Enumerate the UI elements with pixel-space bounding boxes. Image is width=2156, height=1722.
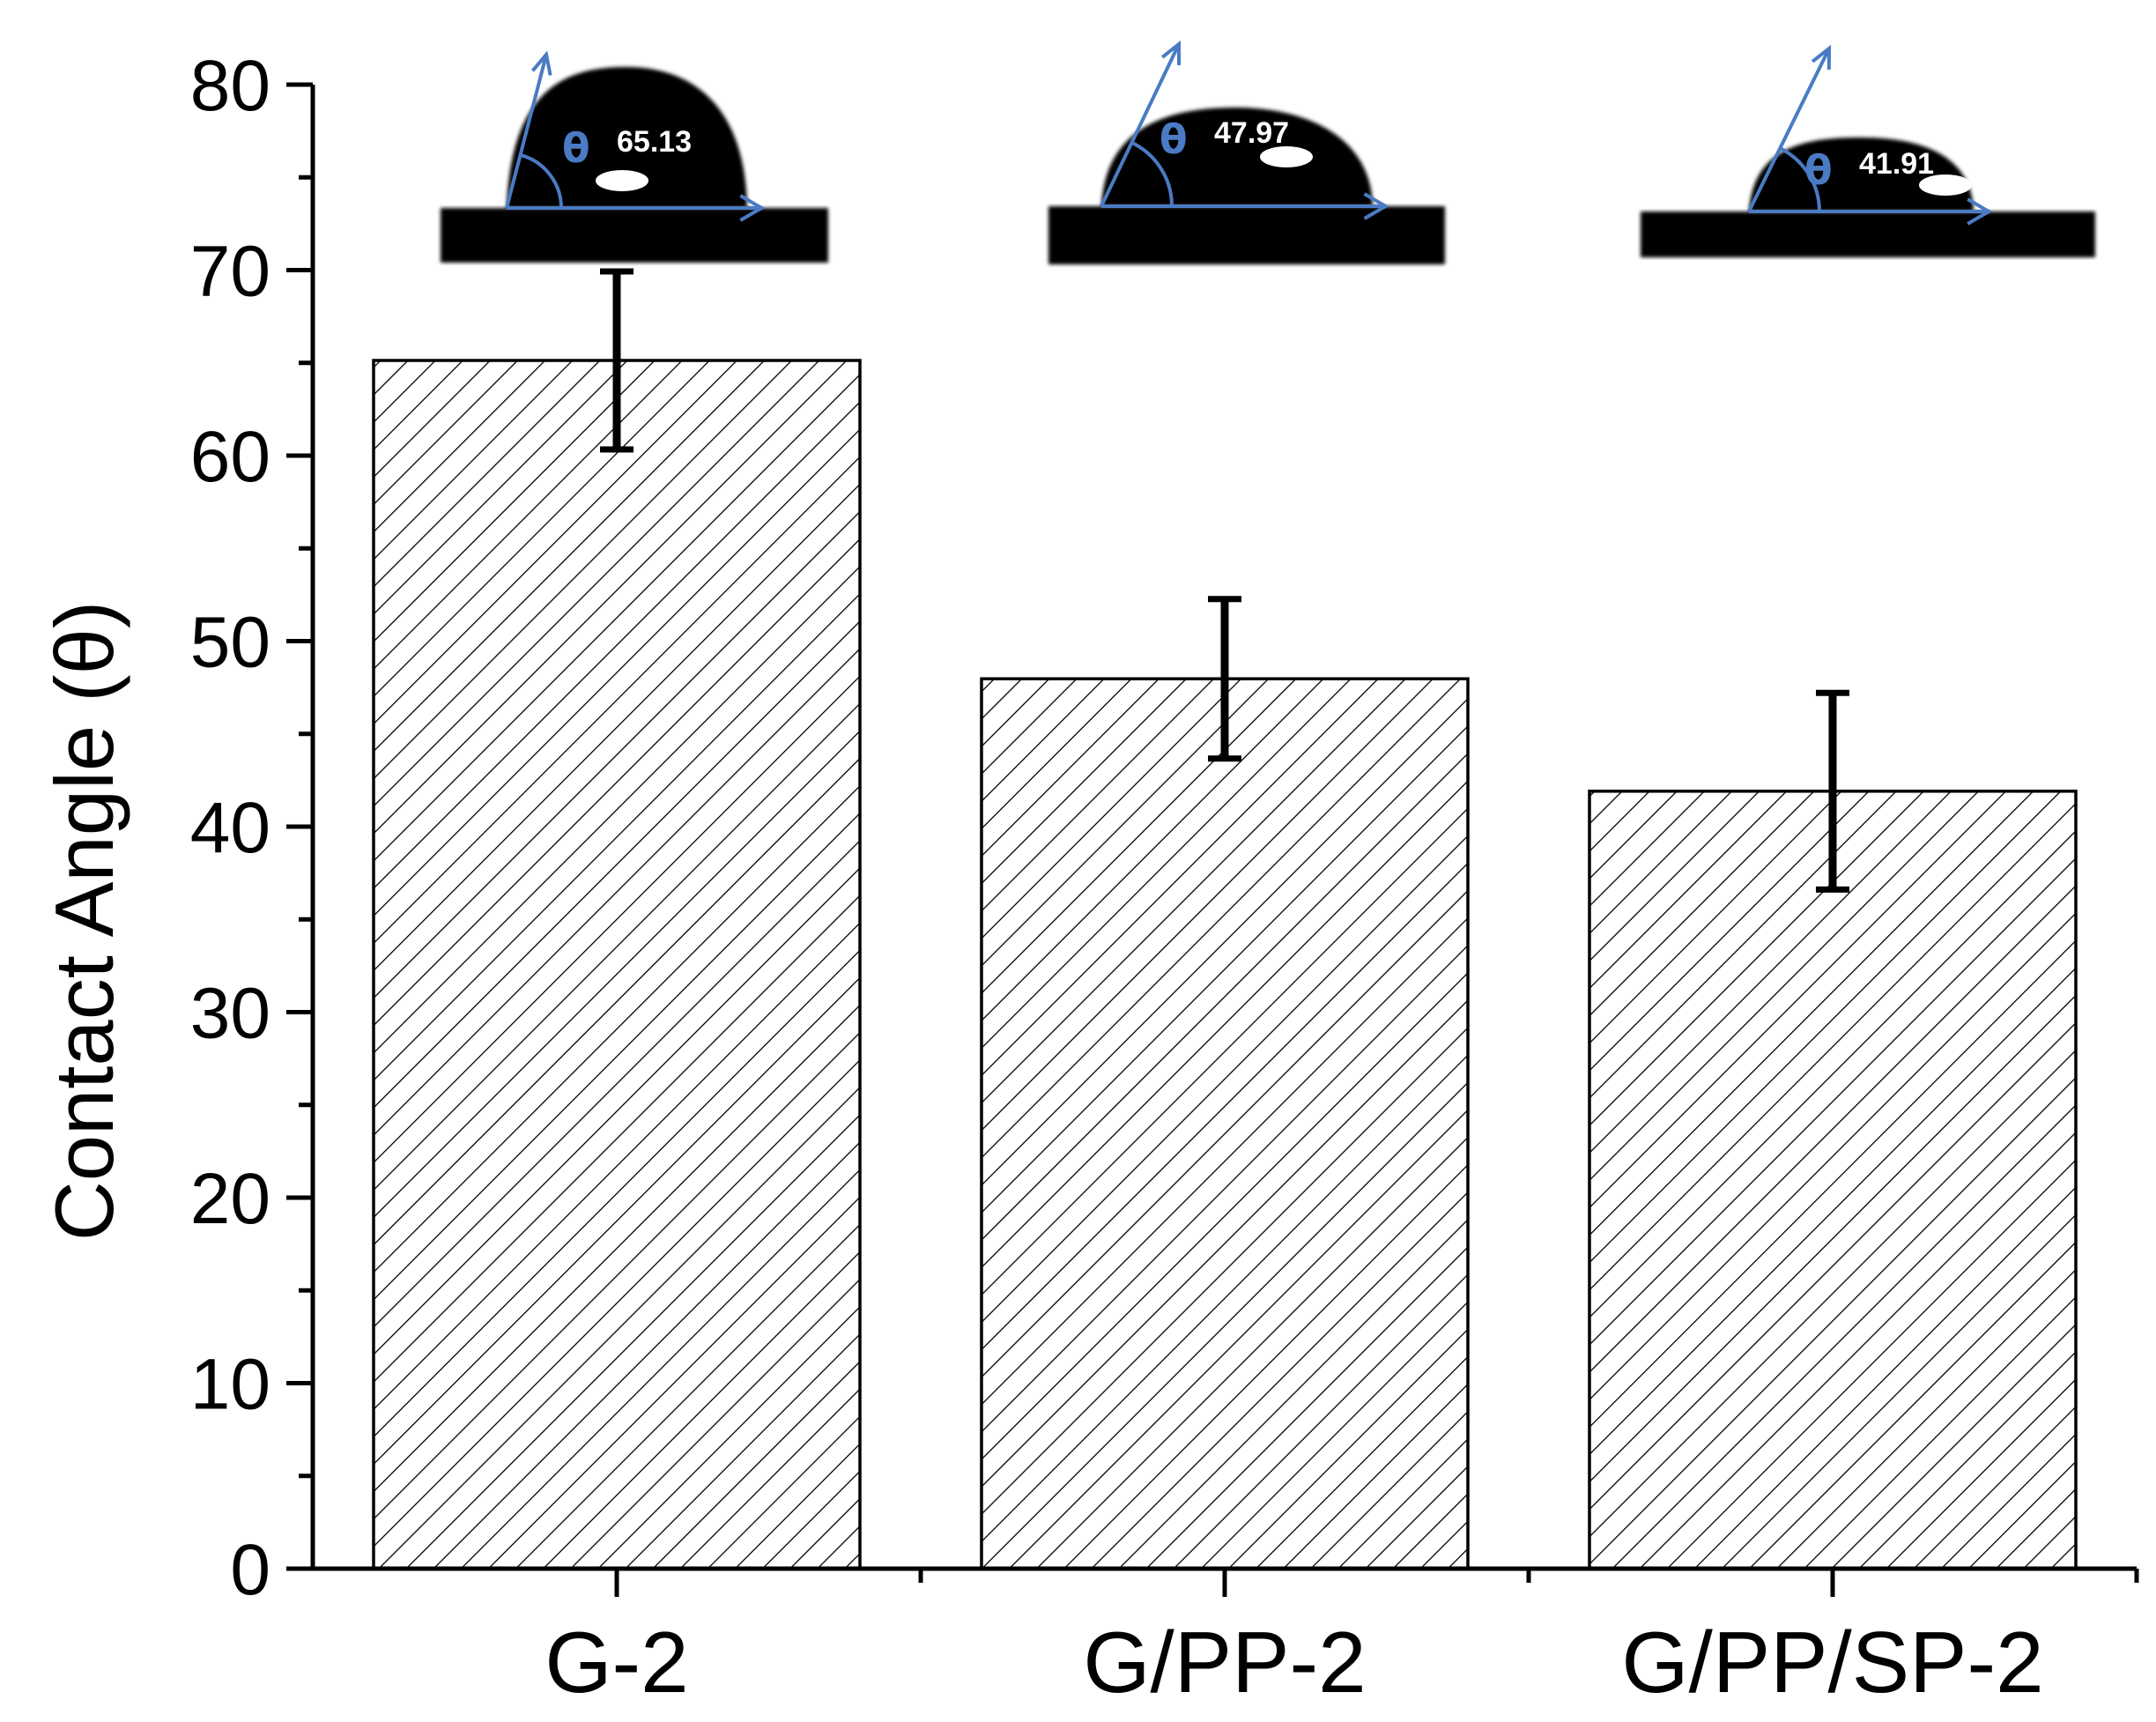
y-tick-label: 80 [190,46,270,126]
theta-symbol: θ [1159,115,1188,163]
angle-arc [520,153,563,209]
angle-arc [1130,141,1174,207]
droplet-insets: θ 65.13 θ 47.97 θ 41.91 [441,40,2095,264]
bar-g-pp-2 [980,677,1470,1570]
bar-g-pp-sp-2 [1588,790,2078,1570]
y-tick-label: 40 [190,788,270,868]
tangent-arrow [505,54,548,209]
angle-arc [1779,146,1821,212]
y-tick-label: 60 [190,417,270,497]
error-bars [600,268,1849,893]
theta-symbol: θ [562,124,590,172]
reflection [596,170,648,191]
droplet [507,67,747,208]
droplet [1749,137,1974,212]
y-tick-label: 50 [190,603,270,683]
y-axis-label: Contact Angle (θ) [38,601,130,1241]
y-tick-label: 0 [230,1530,270,1610]
bars [372,359,2078,1570]
droplet-inset: θ 41.91 [1641,44,2095,257]
x-category-label: G/PP/SP-2 [1621,1614,2043,1711]
substrate [1641,212,2095,257]
reflection [1260,146,1313,167]
y-tick-label: 10 [190,1345,270,1425]
x-category-label: G-2 [545,1614,688,1711]
angle-value-label: 47.97 [1214,116,1289,150]
angle-value-label: 41.91 [1859,147,1934,181]
error-bar [1816,689,1849,893]
error-bar [1208,596,1241,762]
axes: 0 10 20 30 40 50 60 70 80 G-2 G/PP-2 G/PP/SP-2 [190,46,2139,1711]
tangent-arrow [1100,43,1181,207]
theta-symbol: θ [1804,146,1833,194]
bar-g-2 [372,359,862,1570]
x-category-label: G/PP-2 [1083,1614,1366,1711]
y-tick-label: 30 [190,974,270,1054]
substrate [441,208,828,263]
angle-value-label: 65.13 [617,125,692,159]
droplet-inset: θ 47.97 [1048,40,1445,264]
error-bar [600,268,633,453]
y-tick-label: 70 [190,232,270,312]
tangent-arrow [1747,48,1831,212]
reflection [1919,174,1972,196]
y-tick-label: 20 [190,1159,270,1239]
substrate [1048,206,1445,264]
droplet-inset: θ 65.13 [441,50,828,263]
